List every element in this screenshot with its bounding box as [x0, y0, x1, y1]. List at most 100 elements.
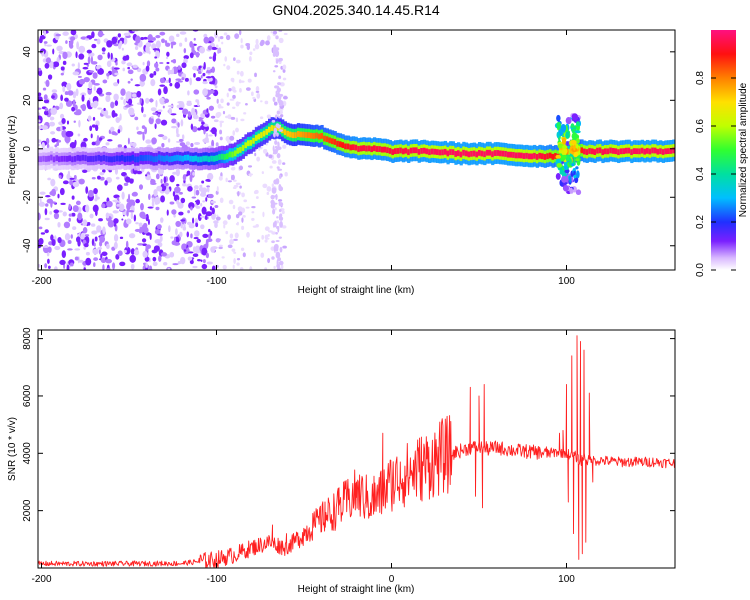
noise-speckle	[186, 102, 192, 107]
spectral-ridge-core	[58, 156, 62, 163]
noise-speckle	[200, 259, 203, 262]
noise-speckle	[175, 228, 178, 236]
spectral-ridge-core	[522, 153, 526, 159]
noise-speckle	[278, 57, 283, 62]
spectral-ridge-core	[149, 155, 154, 162]
noise-speckle	[272, 96, 276, 103]
noise-speckle	[276, 264, 280, 269]
spectral-ridge-core	[512, 152, 516, 158]
noise-speckle	[81, 94, 85, 102]
noise-speckle	[195, 99, 199, 103]
noise-speckle	[162, 135, 168, 140]
noise-speckle	[201, 188, 207, 196]
spectral-ridge-core	[126, 155, 130, 162]
noise-speckle	[58, 174, 62, 179]
spectral-ridge-core	[165, 155, 169, 162]
noise-speckle	[278, 116, 282, 119]
noise-speckle	[99, 171, 105, 176]
noise-speckle	[215, 216, 221, 221]
noise-speckle	[266, 191, 270, 196]
spectral-ridge-core	[541, 153, 545, 160]
noise-speckle	[227, 244, 233, 249]
noise-speckle	[93, 257, 99, 261]
noise-speckle	[178, 191, 183, 195]
noise-speckle	[113, 241, 118, 250]
broadband-burst	[556, 131, 560, 139]
noise-speckle	[59, 259, 66, 266]
noise-speckle	[272, 30, 278, 35]
snr-y-ticks: 2000 4000 6000 8000	[22, 327, 675, 522]
noise-speckle	[45, 57, 52, 64]
noise-speckle	[260, 39, 265, 46]
noise-speckle	[278, 236, 282, 239]
noise-speckle	[45, 44, 53, 47]
noise-speckle	[146, 60, 151, 67]
noise-speckle	[239, 70, 244, 77]
noise-speckle	[60, 125, 63, 132]
spectral-ridge-core	[499, 150, 503, 157]
noise-speckle	[206, 186, 210, 193]
spectral-ridge-core	[459, 151, 463, 158]
noise-speckle	[193, 188, 196, 197]
noise-speckle	[205, 76, 212, 79]
noise-speckle	[82, 66, 89, 70]
noise-speckle	[181, 77, 185, 81]
noise-speckle	[159, 235, 163, 242]
y-tick-label: 2000	[22, 499, 33, 522]
noise-speckle	[119, 37, 125, 42]
spectral-ridge-core	[396, 148, 400, 154]
noise-speckle	[221, 41, 224, 45]
noise-speckle	[71, 63, 75, 67]
noise-speckle	[145, 262, 148, 268]
noise-speckle	[166, 209, 169, 216]
noise-speckle	[189, 259, 194, 265]
spectral-ridge-core	[359, 145, 364, 152]
noise-speckle	[152, 112, 158, 115]
spectral-ridge-core	[76, 154, 80, 161]
noise-speckle	[159, 97, 165, 103]
noise-speckle	[248, 173, 253, 176]
noise-speckle	[151, 199, 155, 208]
noise-speckle	[61, 250, 67, 259]
noise-speckle	[38, 112, 41, 117]
noise-speckle	[119, 261, 126, 267]
noise-speckle	[51, 95, 55, 99]
spectral-ridge-core	[105, 155, 109, 162]
noise-speckle	[96, 90, 102, 94]
noise-speckle	[141, 125, 146, 129]
noise-speckle	[65, 40, 68, 44]
noise-speckle	[245, 206, 250, 209]
noise-speckle	[275, 123, 280, 128]
noise-speckle	[255, 38, 259, 45]
spectral-ridge-core	[669, 147, 673, 154]
noise-speckle	[139, 97, 142, 105]
spectral-ridge-core	[320, 132, 324, 139]
noise-speckle	[199, 184, 203, 188]
noise-speckle	[276, 267, 282, 270]
spectral-ridge-core	[643, 148, 647, 155]
noise-speckle	[69, 142, 77, 149]
noise-speckle	[124, 105, 131, 108]
noise-speckle	[190, 206, 193, 211]
noise-speckle	[177, 122, 180, 128]
spectrogram-heat-layer	[38, 30, 675, 270]
noise-speckle	[73, 120, 76, 123]
noise-speckle	[112, 199, 119, 203]
noise-speckle	[117, 250, 123, 256]
noise-speckle	[266, 114, 272, 119]
noise-speckle	[187, 90, 190, 96]
noise-speckle	[206, 185, 210, 188]
noise-speckle	[106, 72, 110, 77]
spectral-ridge-core	[483, 151, 487, 158]
noise-speckle	[191, 107, 195, 115]
spectral-ridge-core	[212, 155, 217, 162]
noise-speckle	[38, 263, 41, 268]
spectral-ridge-core	[653, 147, 658, 154]
broadband-burst	[561, 137, 567, 145]
noise-speckle	[218, 175, 223, 181]
noise-speckle	[106, 60, 112, 68]
noise-speckle	[161, 38, 165, 44]
spectral-ridge-core	[596, 147, 600, 154]
noise-speckle	[170, 113, 177, 116]
y-tick-label: 8000	[22, 327, 33, 350]
